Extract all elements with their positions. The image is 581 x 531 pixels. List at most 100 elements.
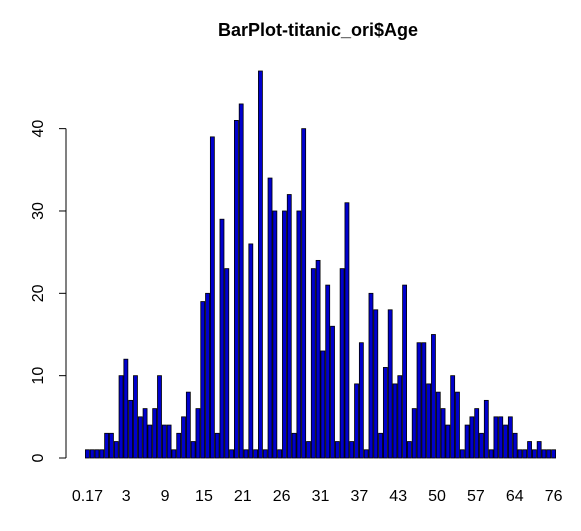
bar — [421, 342, 427, 459]
y-tick-label: 20 — [30, 284, 47, 302]
bar — [507, 416, 513, 459]
bar — [267, 177, 273, 459]
x-tick-label: 64 — [506, 488, 524, 505]
bar — [440, 408, 446, 459]
bar — [479, 432, 484, 459]
x-tick-label: 9 — [161, 488, 170, 505]
bar — [349, 441, 355, 459]
bar — [200, 301, 206, 459]
bar — [354, 383, 359, 459]
bar — [301, 128, 307, 459]
bar — [113, 441, 119, 459]
bar — [94, 449, 100, 459]
bars — [85, 70, 556, 459]
bar — [435, 391, 441, 459]
bar — [272, 210, 278, 459]
bar — [344, 202, 350, 459]
y-axis: 0 10 20 30 40 — [30, 120, 67, 462]
x-tick-label: 37 — [350, 488, 368, 505]
bar — [536, 441, 542, 459]
bar — [89, 449, 95, 459]
bar — [325, 284, 331, 459]
bar — [133, 375, 138, 459]
bar — [171, 449, 177, 459]
bar — [512, 432, 518, 459]
bar — [339, 268, 345, 459]
bar — [431, 334, 436, 459]
bar — [123, 358, 129, 459]
bar — [286, 194, 292, 459]
bar — [551, 449, 556, 459]
y-tick-label: 40 — [30, 120, 47, 138]
bar — [378, 432, 383, 459]
x-tick-label: 0.17 — [72, 488, 103, 505]
bar — [330, 325, 335, 459]
bar — [310, 268, 316, 459]
x-tick-label: 50 — [428, 488, 446, 505]
x-tick-label: 3 — [122, 488, 131, 505]
bar — [522, 449, 528, 459]
bar — [368, 292, 374, 459]
bar — [137, 416, 143, 459]
y-tick-label: 10 — [30, 367, 47, 385]
bar — [450, 375, 456, 459]
bar — [128, 399, 134, 459]
x-tick-label: 76 — [545, 488, 563, 505]
bar — [233, 120, 239, 459]
bar — [306, 441, 311, 459]
bar — [402, 284, 407, 459]
bar — [483, 399, 489, 459]
bar — [147, 424, 153, 459]
bar — [334, 441, 340, 459]
x-tick-label: 26 — [273, 488, 291, 505]
bar — [104, 432, 110, 459]
bar — [248, 243, 254, 459]
bar — [517, 449, 523, 459]
bar — [195, 408, 201, 459]
bar — [229, 449, 234, 459]
bar — [397, 375, 403, 459]
bar — [382, 367, 388, 459]
bar — [493, 416, 499, 459]
bar — [320, 350, 326, 459]
bar — [224, 268, 230, 459]
bar — [392, 383, 398, 459]
bar — [464, 424, 470, 459]
bar — [387, 309, 393, 459]
bar — [176, 432, 182, 459]
bar — [243, 449, 249, 459]
bar — [258, 70, 263, 459]
bar — [209, 136, 215, 459]
bar — [474, 408, 480, 459]
bar — [373, 309, 379, 459]
bar — [416, 342, 422, 459]
bar — [152, 408, 158, 459]
x-tick-label: 15 — [195, 488, 213, 505]
bar — [541, 449, 547, 459]
bar — [166, 424, 172, 459]
bar — [445, 424, 451, 459]
bar — [315, 259, 321, 459]
bar — [426, 383, 432, 459]
bar — [407, 441, 412, 459]
bar — [498, 416, 504, 459]
bar — [358, 342, 364, 459]
bar — [142, 408, 148, 459]
bar — [527, 441, 532, 459]
x-tick-label: 43 — [389, 488, 407, 505]
bar — [282, 210, 287, 459]
bar — [291, 432, 297, 459]
bar — [99, 449, 105, 459]
bar — [262, 449, 268, 459]
bar — [185, 391, 191, 459]
x-tick-label: 57 — [467, 488, 485, 505]
bar — [109, 432, 114, 459]
bar — [411, 408, 417, 459]
bar — [296, 210, 302, 459]
bar — [488, 449, 494, 459]
x-tick-label: 21 — [234, 488, 252, 505]
bar — [205, 292, 210, 459]
bar — [181, 416, 186, 459]
